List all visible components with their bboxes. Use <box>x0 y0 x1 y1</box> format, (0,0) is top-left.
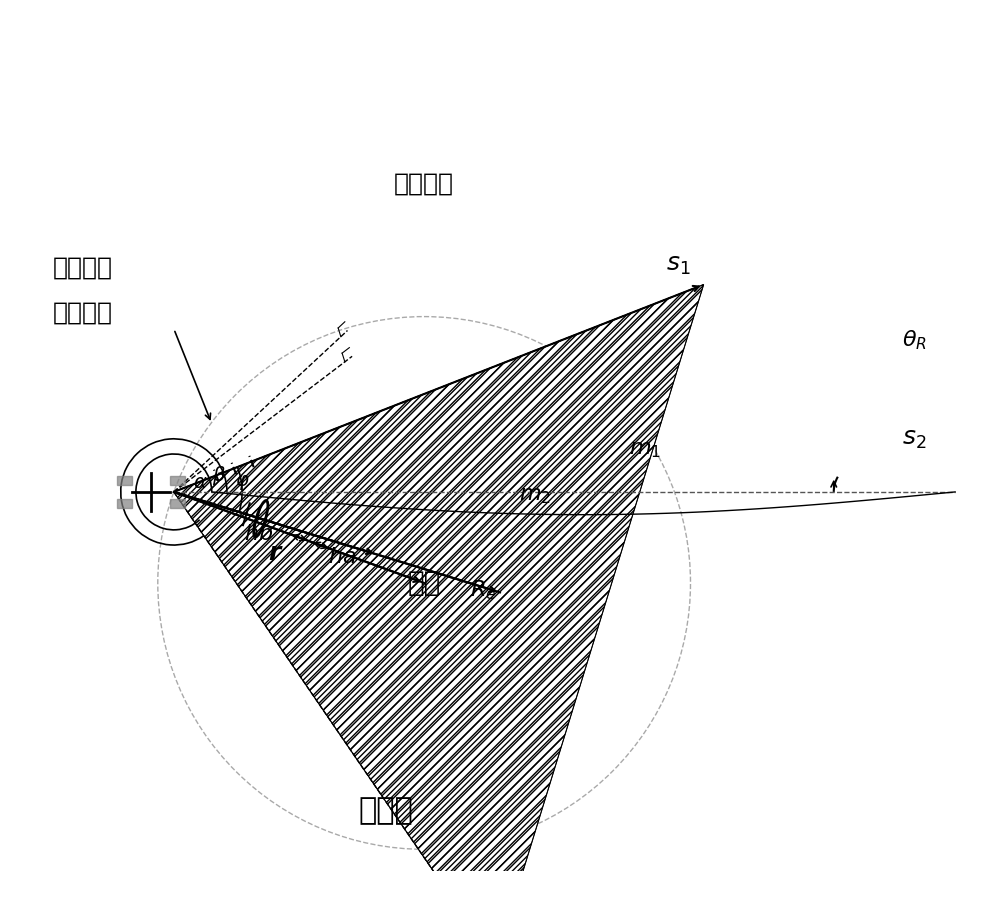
Text: 视轴方向: 视轴方向 <box>394 173 454 196</box>
Text: $m_1$: $m_1$ <box>629 440 661 460</box>
Polygon shape <box>174 284 704 908</box>
Text: $m_2$: $m_2$ <box>519 486 551 506</box>
Text: 平流层: 平流层 <box>359 796 414 825</box>
Text: $\boldsymbol{r}$: $\boldsymbol{r}$ <box>268 540 284 565</box>
Polygon shape <box>117 476 132 485</box>
Text: 地球: 地球 <box>408 569 441 597</box>
Polygon shape <box>117 498 132 508</box>
Text: $\beta$: $\beta$ <box>212 464 226 487</box>
Text: $hb$: $hb$ <box>244 524 273 544</box>
Text: 星敏感器: 星敏感器 <box>53 255 113 280</box>
Text: $R_e$: $R_e$ <box>470 578 496 602</box>
Text: 视场边界: 视场边界 <box>53 301 113 325</box>
Text: $\theta_R$: $\theta_R$ <box>902 329 927 352</box>
Text: $s_1$: $s_1$ <box>666 253 690 277</box>
Polygon shape <box>170 476 185 485</box>
Text: $s_2$: $s_2$ <box>902 427 926 451</box>
Text: $ha$: $ha$ <box>328 547 357 567</box>
Text: $\alpha$: $\alpha$ <box>193 473 208 492</box>
Polygon shape <box>170 498 185 508</box>
Text: $\varphi$: $\varphi$ <box>235 473 249 492</box>
